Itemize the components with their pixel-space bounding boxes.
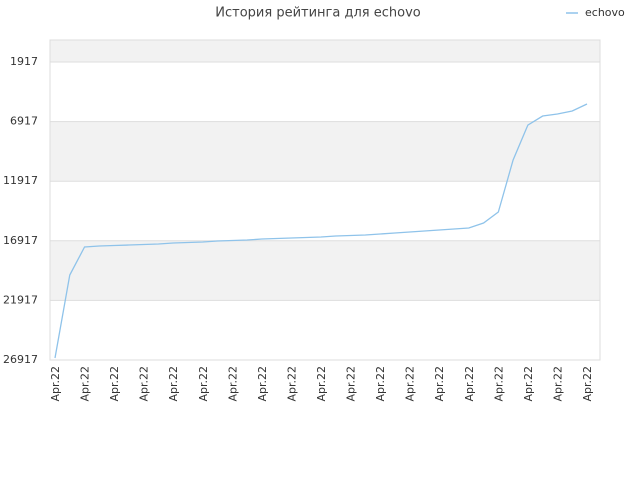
x-tick-label: Apr.22 (551, 366, 564, 402)
x-tick-label: Apr.22 (197, 366, 210, 402)
y-tick-label: 6917 (10, 115, 38, 128)
x-tick-label: Apr.22 (226, 366, 239, 402)
x-tick-label: Apr.22 (49, 366, 62, 402)
series-line (54, 103, 588, 359)
plot-band (50, 181, 600, 241)
plot-band (50, 300, 600, 360)
x-tick-label: Apr.22 (492, 366, 505, 402)
x-tick-label: Apr.22 (79, 366, 92, 402)
plot-band (50, 62, 600, 122)
y-tick-label: 1917 (10, 55, 38, 68)
x-tick-label: Apr.22 (138, 366, 151, 402)
legend-label: echovo (585, 6, 625, 19)
y-tick-label: 16917 (3, 234, 38, 247)
plot-band (50, 240, 600, 301)
x-tick-label: Apr.22 (108, 366, 121, 402)
x-tick-label: Apr.22 (345, 366, 358, 402)
y-tick-label: 21917 (3, 293, 38, 306)
x-tick-label: Apr.22 (256, 366, 269, 402)
x-tick-label: Apr.22 (522, 366, 535, 402)
x-tick-label: Apr.22 (374, 366, 387, 402)
y-tick-label: 11917 (3, 174, 38, 187)
x-tick-label: Apr.22 (285, 366, 298, 402)
chart-title: История рейтинга для echovo (215, 6, 420, 21)
x-tick-label: Apr.22 (433, 366, 446, 402)
x-tick-label: Apr.22 (581, 366, 594, 402)
x-tick-label: Apr.22 (404, 366, 417, 402)
plot-band (50, 40, 600, 63)
plot-band (50, 121, 600, 182)
y-tick-label: 26917 (3, 353, 38, 366)
x-tick-label: Apr.22 (463, 366, 476, 402)
x-tick-label: Apr.22 (167, 366, 180, 402)
x-tick-label: Apr.22 (315, 366, 328, 402)
